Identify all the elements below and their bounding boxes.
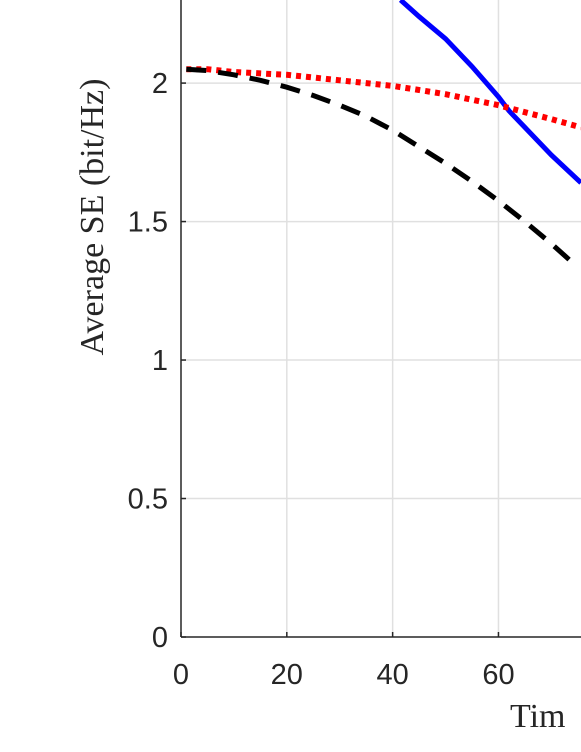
y-axis-title: Average SE (bit/Hz) [74, 79, 111, 356]
y-tick-label: 1.5 [128, 207, 168, 239]
axes [180, 0, 581, 638]
y-tick-label: 1 [152, 345, 168, 377]
series-line-1 [398, 0, 581, 185]
plot-area [186, 0, 581, 263]
x-tick-label: 40 [377, 659, 409, 691]
x-tick-label: 60 [482, 659, 514, 691]
grid [181, 0, 581, 637]
x-tick-label: 20 [271, 659, 303, 691]
series-line-2 [186, 66, 581, 131]
x-axis-title: Tim [510, 698, 565, 735]
series-line-3 [186, 66, 572, 263]
tick-labels: 0 20 40 60 0 0.5 1 1.5 2 [128, 68, 515, 691]
y-tick-label: 0.5 [128, 484, 168, 516]
x-tick-label: 0 [173, 659, 189, 691]
y-tick-label: 0 [152, 622, 168, 654]
y-tick-label: 2 [152, 68, 168, 100]
